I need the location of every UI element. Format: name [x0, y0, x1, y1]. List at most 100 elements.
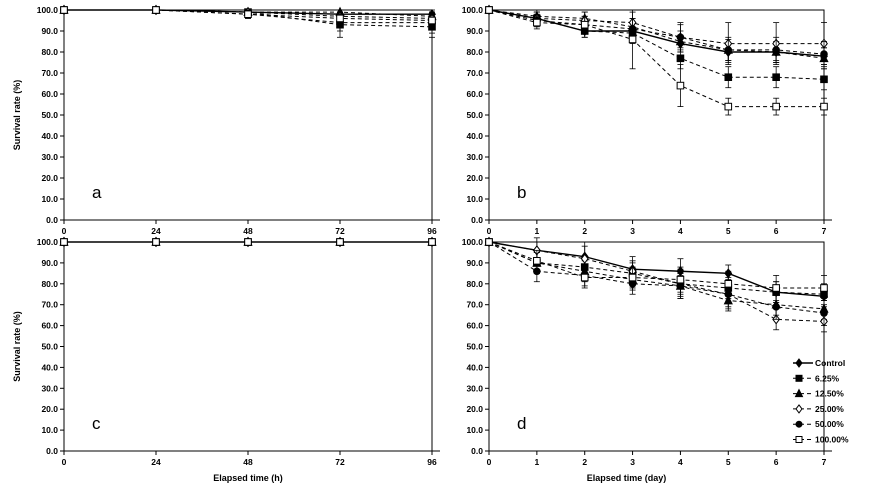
legend-item-s10000: 100.00% — [793, 435, 849, 445]
y-tick-label: 40.0 — [41, 362, 58, 372]
data-point — [676, 54, 685, 63]
x-tick-label: 7 — [822, 457, 827, 467]
legend-marker — [795, 420, 803, 428]
y-tick-label: 100.0 — [37, 5, 59, 15]
y-tick-label: 90.0 — [466, 258, 483, 268]
legend-item-control: Control — [793, 358, 845, 368]
y-tick-label: 60.0 — [466, 89, 483, 99]
series-line — [488, 9, 825, 59]
x-tick-label: 4 — [678, 457, 683, 467]
y-tick-label: 20.0 — [41, 404, 58, 414]
series-line — [488, 241, 825, 314]
panel-label: b — [517, 183, 526, 202]
data-point — [676, 33, 685, 42]
legend-marker — [794, 388, 804, 398]
series-s10000 — [60, 238, 436, 246]
legend-marker — [795, 374, 803, 382]
y-tick-label: 80.0 — [41, 47, 58, 57]
legend-label: 100.00% — [815, 435, 849, 445]
chart-panel-a: 0.0 10.0 20.0 30.0 40.0 50.0 60.0 70.0 80.0 90.0 1… — [12, 4, 440, 236]
x-tick-label: 3 — [630, 226, 635, 236]
x-tick-label: 0 — [62, 457, 67, 467]
legend-marker — [795, 404, 803, 414]
y-tick-label: 0.0 — [471, 446, 483, 456]
legend-label: 6.25% — [815, 373, 840, 383]
x-tick-label: 1 — [534, 226, 539, 236]
data-point — [724, 102, 733, 111]
legend: Control 6.25% 12.50% 25.00% 50.00% 100.00% — [793, 358, 849, 445]
data-point — [428, 238, 436, 246]
x-tick-label: 24 — [151, 226, 161, 236]
data-point — [628, 35, 637, 44]
data-point — [676, 275, 685, 284]
y-tick-label: 10.0 — [41, 194, 58, 204]
data-point — [772, 46, 780, 54]
data-point — [772, 102, 780, 111]
data-point — [820, 102, 828, 111]
y-tick-label: 80.0 — [466, 279, 483, 289]
x-tick-label: 0 — [487, 457, 492, 467]
legend-label: 25.00% — [815, 404, 844, 414]
plot-frame — [63, 9, 433, 221]
x-tick-label: 7 — [822, 226, 827, 236]
legend-item-s2500: 25.00% — [793, 404, 844, 414]
legend-marker — [795, 358, 803, 368]
y-tick-label: 90.0 — [466, 26, 483, 36]
y-tick-label: 20.0 — [466, 173, 483, 183]
series-line — [488, 9, 824, 108]
series-line — [488, 9, 825, 55]
y-tick-label: 80.0 — [466, 47, 483, 57]
data-point — [676, 81, 685, 90]
data-point — [60, 6, 68, 14]
series-line — [488, 9, 825, 80]
y-tick-label: 70.0 — [466, 68, 483, 78]
y-axis-label: Survival rate (%) — [12, 80, 22, 151]
y-tick-label: 30.0 — [466, 383, 483, 393]
data-point — [628, 273, 637, 282]
panel-label: c — [92, 414, 101, 433]
legend-label: Control — [815, 358, 845, 368]
panel-label: a — [92, 183, 102, 202]
x-tick-label: 96 — [427, 226, 437, 236]
y-tick-label: 100.0 — [462, 5, 484, 15]
data-point — [244, 10, 252, 18]
y-tick-label: 70.0 — [41, 68, 58, 78]
chart-panel-c: 0.0 10.0 20.0 30.0 40.0 50.0 60.0 70.0 80.0 90.0 1… — [12, 236, 440, 483]
x-tick-label: 4 — [678, 226, 683, 236]
data-point — [485, 238, 493, 246]
series-line — [488, 241, 825, 322]
series-s10000 — [485, 6, 828, 116]
series-s10000 — [60, 6, 436, 28]
y-tick-label: 0.0 — [471, 215, 483, 225]
data-point — [724, 280, 733, 288]
y-tick-label: 50.0 — [41, 110, 58, 120]
data-point — [772, 302, 780, 311]
y-tick-label: 30.0 — [41, 383, 58, 393]
legend-label: 50.00% — [815, 419, 844, 429]
x-tick-label: 72 — [335, 226, 345, 236]
x-tick-label: 0 — [487, 226, 492, 236]
y-tick-label: 70.0 — [466, 300, 483, 310]
legend-item-s625: 6.25% — [793, 373, 840, 383]
y-tick-label: 0.0 — [46, 446, 58, 456]
x-tick-label: 72 — [335, 457, 345, 467]
plot-frame — [63, 241, 433, 452]
y-tick-label: 60.0 — [41, 89, 58, 99]
x-tick-label: 3 — [630, 457, 635, 467]
x-axis-label: Elapsed time (day) — [587, 473, 667, 483]
x-tick-label: 48 — [243, 457, 253, 467]
x-tick-label: 0 — [62, 226, 67, 236]
data-point — [820, 75, 828, 84]
series-s10000 — [485, 238, 828, 301]
y-tick-label: 60.0 — [466, 321, 483, 331]
y-tick-label: 100.0 — [37, 237, 59, 247]
y-tick-label: 10.0 — [466, 425, 483, 435]
data-point — [820, 284, 828, 292]
x-axis-label: Elapsed time (h) — [213, 473, 283, 483]
legend-marker — [795, 436, 803, 443]
data-point — [336, 14, 344, 23]
legend-label: 12.50% — [815, 389, 844, 399]
data-point — [533, 18, 541, 27]
y-tick-label: 20.0 — [466, 404, 483, 414]
